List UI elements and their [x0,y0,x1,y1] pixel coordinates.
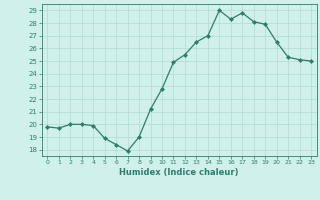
X-axis label: Humidex (Indice chaleur): Humidex (Indice chaleur) [119,168,239,177]
